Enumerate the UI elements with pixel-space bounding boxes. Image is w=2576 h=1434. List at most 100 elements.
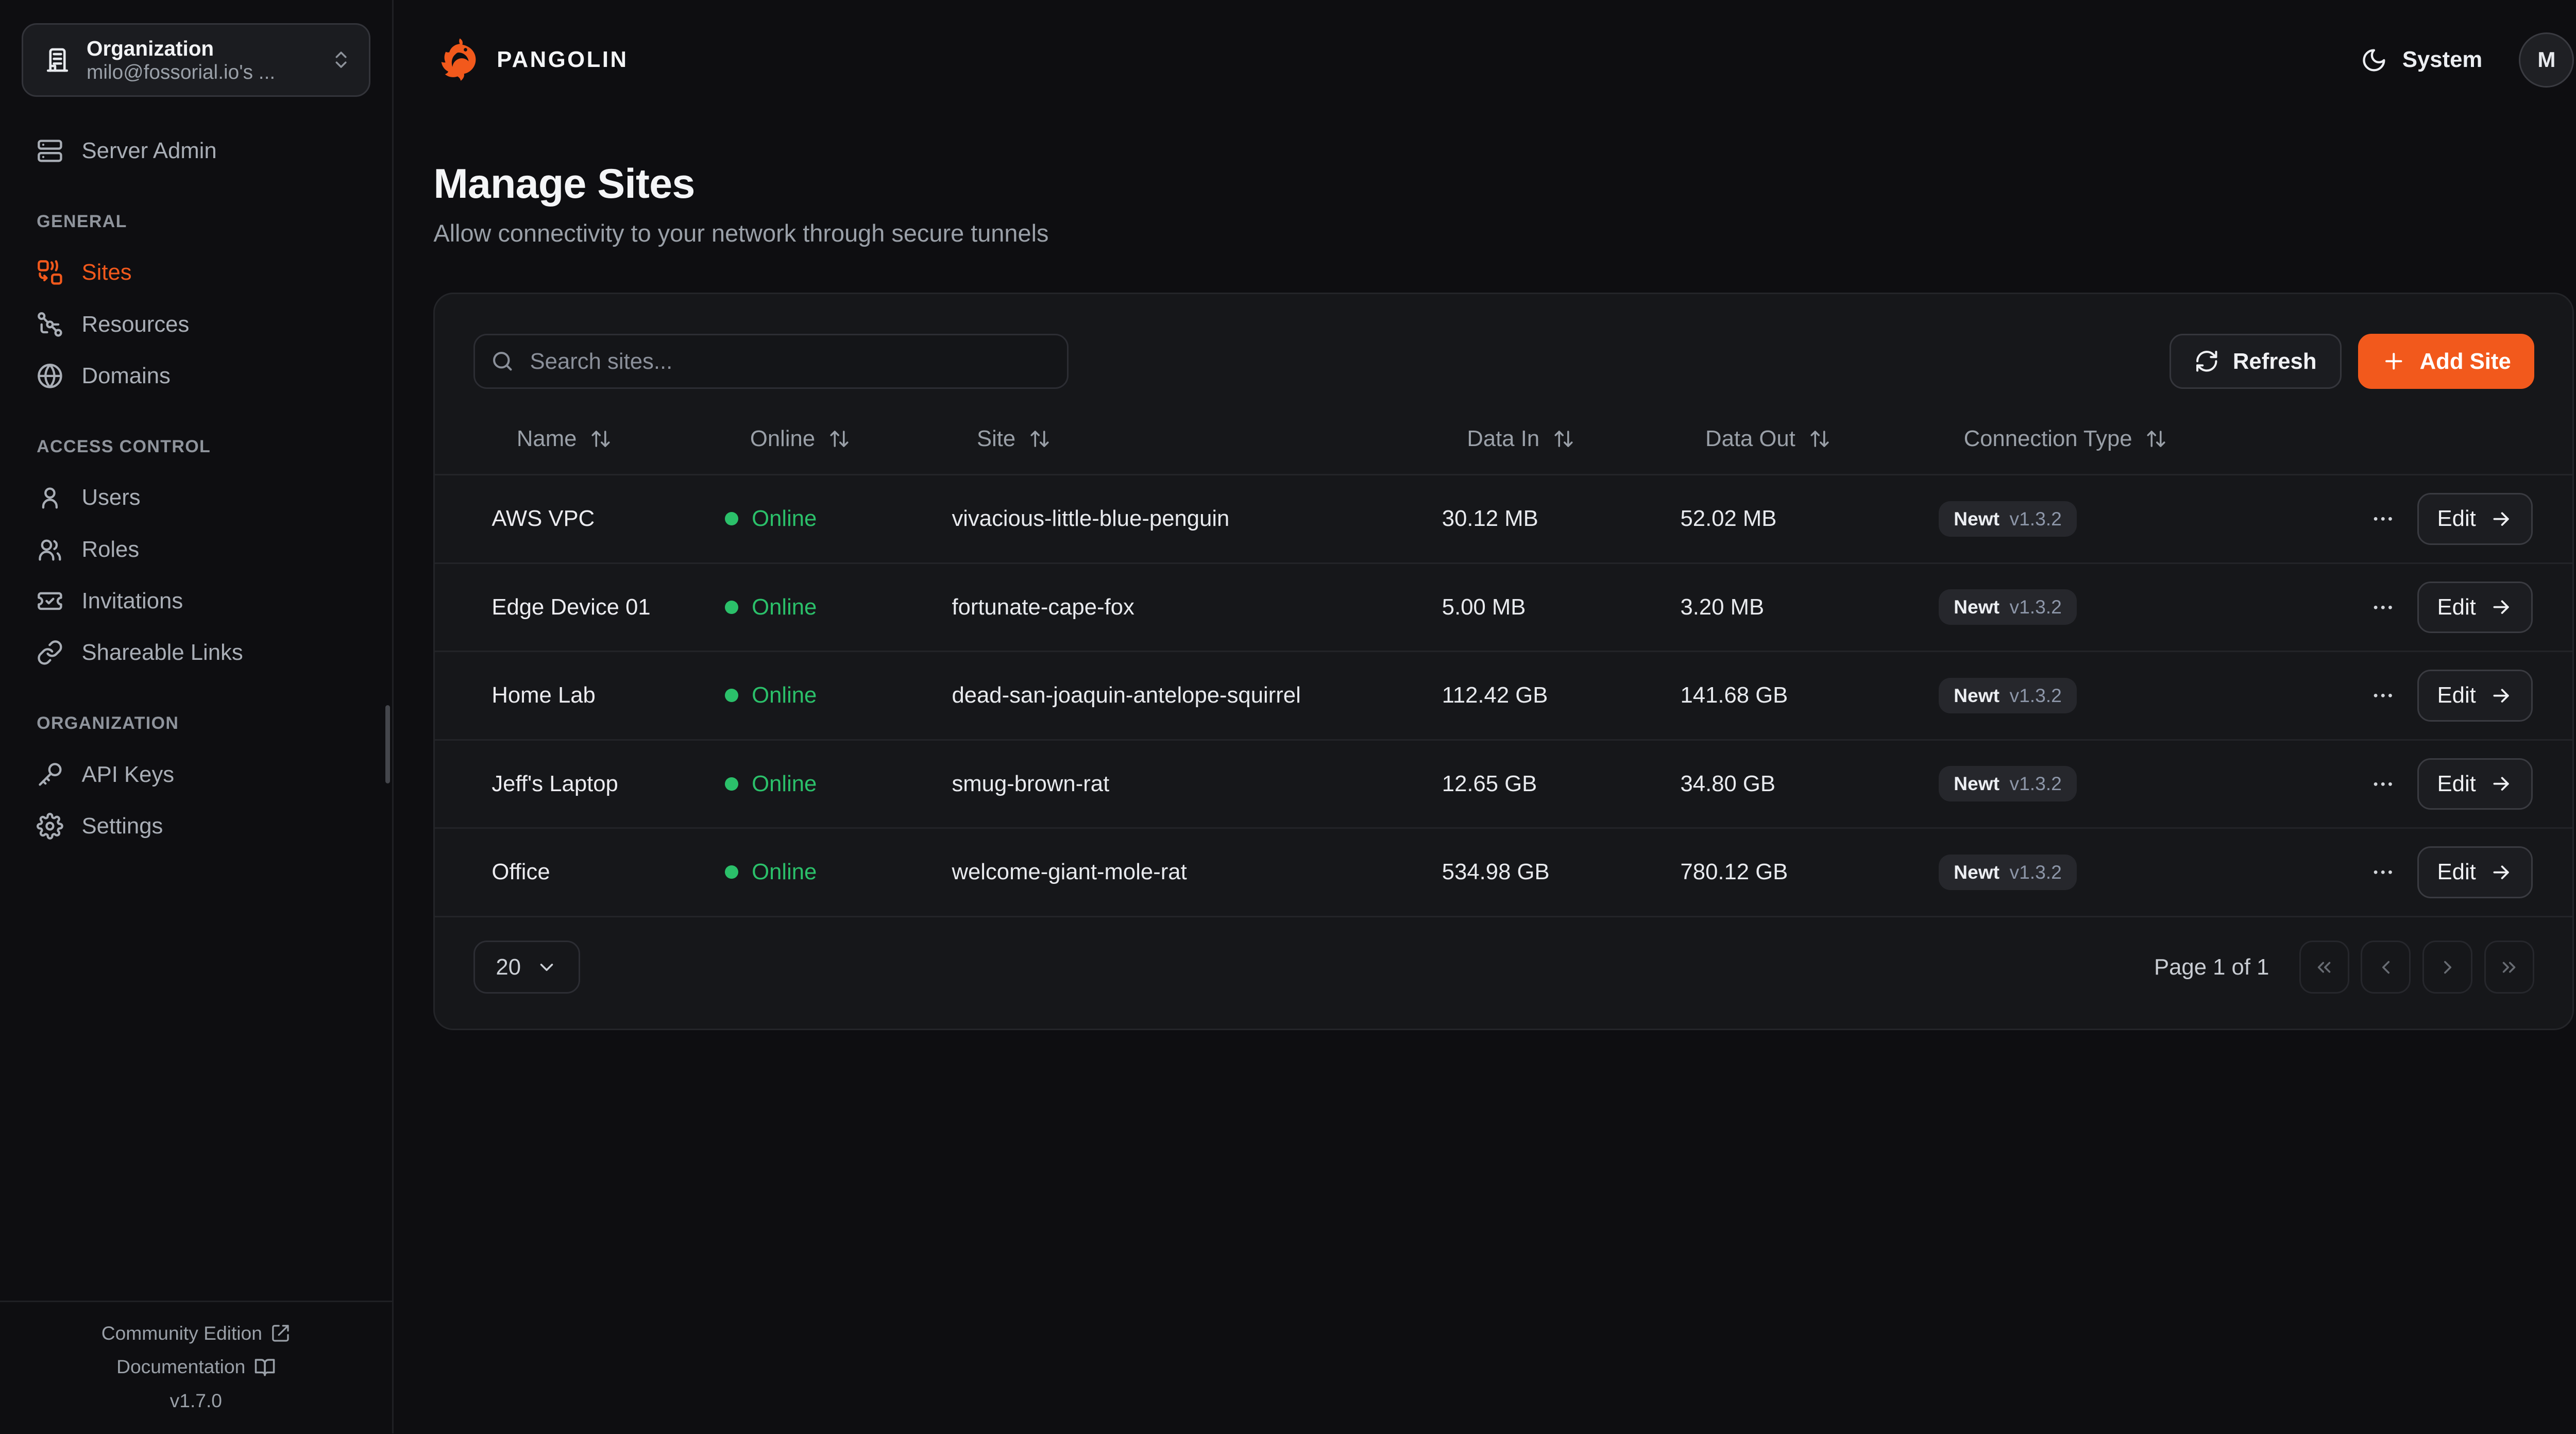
sidebar-item-settings[interactable]: Settings bbox=[22, 800, 370, 852]
version-label: v1.7.0 bbox=[170, 1389, 223, 1411]
edit-button[interactable]: Edit bbox=[2417, 493, 2533, 545]
site-name-cell: Home Lab bbox=[492, 682, 596, 708]
site-name-cell: AWS VPC bbox=[492, 506, 595, 532]
theme-toggle[interactable]: System bbox=[2361, 47, 2482, 74]
status-badge: Online bbox=[725, 859, 817, 885]
sidebar: Organization milo@fossorial.io's ... Ser… bbox=[0, 0, 394, 1433]
main-area: PANGOLIN System M Manage Sites Allow con… bbox=[394, 0, 2576, 1433]
sidebar-item-users[interactable]: Users bbox=[22, 472, 370, 523]
book-open-icon bbox=[255, 1358, 275, 1376]
sidebar-item-label: Users bbox=[81, 485, 141, 510]
connection-type-badge: Newt v1.3.2 bbox=[1939, 854, 2077, 890]
chevron-down-icon bbox=[540, 963, 553, 971]
connection-type-badge: Newt v1.3.2 bbox=[1939, 589, 2077, 625]
row-menu-button[interactable] bbox=[2364, 765, 2402, 803]
avatar[interactable]: M bbox=[2519, 32, 2574, 88]
prev-page-button[interactable] bbox=[2361, 940, 2411, 994]
column-header-site[interactable]: Site bbox=[934, 426, 1423, 452]
sort-icon bbox=[1554, 431, 1573, 447]
sidebar-item-roles[interactable]: Roles bbox=[22, 523, 370, 575]
table-row: Jeff's Laptop Online smug-brown-rat 12.65 G… bbox=[435, 739, 2573, 828]
sidebar-item-label: API Keys bbox=[81, 761, 175, 787]
sites-card: Refresh Add Site Name Online Site Data I… bbox=[433, 292, 2574, 1031]
arrow-right-icon bbox=[2493, 512, 2509, 526]
sidebar-item-api-keys[interactable]: API Keys bbox=[22, 748, 370, 800]
page-size-select[interactable]: 20 bbox=[473, 940, 580, 994]
users-icon bbox=[39, 539, 61, 561]
row-menu-button[interactable] bbox=[2364, 500, 2402, 538]
column-header-connection-type[interactable]: Connection Type bbox=[1920, 426, 2295, 452]
community-edition-link[interactable]: Community Edition bbox=[101, 1322, 291, 1344]
topbar: PANGOLIN System M bbox=[394, 0, 2576, 120]
avatar-initial: M bbox=[2537, 47, 2556, 72]
edit-button[interactable]: Edit bbox=[2417, 670, 2533, 722]
edit-button[interactable]: Edit bbox=[2417, 846, 2533, 898]
table-header: Name Online Site Data In Data Out Connec… bbox=[435, 389, 2572, 474]
row-menu-button[interactable] bbox=[2364, 588, 2402, 626]
status-badge: Online bbox=[725, 594, 817, 620]
table-row: Edge Device 01 Online fortunate-cape-fox 5.… bbox=[435, 562, 2573, 651]
documentation-link[interactable]: Documentation bbox=[116, 1356, 275, 1378]
link-icon bbox=[38, 640, 62, 665]
search-icon bbox=[493, 352, 512, 371]
sidebar-item-server-admin[interactable]: Server Admin bbox=[22, 125, 370, 177]
online-dot-icon bbox=[725, 689, 739, 703]
data-in-cell: 534.98 GB bbox=[1442, 859, 1550, 885]
moon-icon bbox=[2363, 48, 2385, 72]
sidebar-nav: Server Admin GENERAL Sites Resources Dom… bbox=[0, 97, 392, 852]
table-row: AWS VPC Online vivacious-little-blue-pengu… bbox=[435, 474, 2573, 562]
column-header-data-out[interactable]: Data Out bbox=[1662, 426, 1921, 452]
next-page-button[interactable] bbox=[2422, 940, 2473, 994]
table-row: Office Online welcome-giant-mole-rat 534.98… bbox=[435, 827, 2573, 916]
ellipsis-icon bbox=[2374, 605, 2393, 609]
sidebar-item-resources[interactable]: Resources bbox=[22, 298, 370, 350]
sidebar-item-label: Sites bbox=[81, 260, 132, 285]
brand-name: PANGOLIN bbox=[497, 47, 629, 73]
org-selector[interactable]: Organization milo@fossorial.io's ... bbox=[22, 23, 370, 97]
search-input[interactable] bbox=[473, 334, 1069, 389]
arrow-right-icon bbox=[2493, 865, 2509, 879]
edit-button[interactable]: Edit bbox=[2417, 758, 2533, 810]
sidebar-item-domains[interactable]: Domains bbox=[22, 350, 370, 402]
site-id-cell: vivacious-little-blue-penguin bbox=[952, 506, 1230, 532]
sort-icon bbox=[2147, 431, 2165, 447]
column-header-name[interactable]: Name bbox=[473, 426, 707, 452]
sidebar-item-label: Invitations bbox=[81, 588, 183, 613]
online-dot-icon bbox=[725, 600, 739, 614]
brand-logo[interactable]: PANGOLIN bbox=[433, 35, 628, 85]
sort-icon bbox=[1030, 431, 1049, 447]
chevrons-right-icon bbox=[2503, 962, 2516, 973]
first-page-button[interactable] bbox=[2299, 940, 2349, 994]
section-label-organization: ORGANIZATION bbox=[37, 713, 179, 733]
globe-icon bbox=[38, 364, 62, 388]
sidebar-item-sites[interactable]: Sites bbox=[22, 247, 370, 298]
sidebar-item-invitations[interactable]: Invitations bbox=[22, 575, 370, 627]
sidebar-item-label: Resources bbox=[81, 311, 190, 337]
row-menu-button[interactable] bbox=[2364, 676, 2402, 714]
sidebar-item-label: Roles bbox=[81, 536, 140, 562]
building-icon bbox=[46, 48, 69, 72]
arrow-right-icon bbox=[2493, 777, 2509, 791]
theme-label: System bbox=[2402, 47, 2483, 73]
edit-button[interactable]: Edit bbox=[2417, 581, 2533, 633]
row-menu-button[interactable] bbox=[2364, 853, 2402, 891]
key-icon bbox=[39, 762, 62, 786]
chevron-right-icon bbox=[2444, 961, 2451, 974]
page-indicator: Page 1 of 1 bbox=[2154, 954, 2269, 980]
last-page-button[interactable] bbox=[2484, 940, 2534, 994]
column-header-data-in[interactable]: Data In bbox=[1423, 426, 1662, 452]
connection-type-badge: Newt v1.3.2 bbox=[1939, 766, 2077, 802]
sidebar-item-label: Server Admin bbox=[81, 138, 217, 163]
column-header-online[interactable]: Online bbox=[707, 426, 934, 452]
site-name-cell: Edge Device 01 bbox=[492, 594, 651, 620]
external-link-icon bbox=[272, 1324, 289, 1342]
connection-type-badge: Newt v1.3.2 bbox=[1939, 501, 2077, 537]
sidebar-scrollbar[interactable] bbox=[385, 705, 391, 783]
sidebar-item-shareable-links[interactable]: Shareable Links bbox=[22, 627, 370, 678]
chevrons-up-down-icon bbox=[335, 52, 347, 69]
refresh-button[interactable]: Refresh bbox=[2170, 334, 2342, 389]
add-site-button[interactable]: Add Site bbox=[2358, 334, 2534, 389]
status-badge: Online bbox=[725, 506, 817, 532]
pangolin-logo-icon bbox=[442, 38, 476, 81]
